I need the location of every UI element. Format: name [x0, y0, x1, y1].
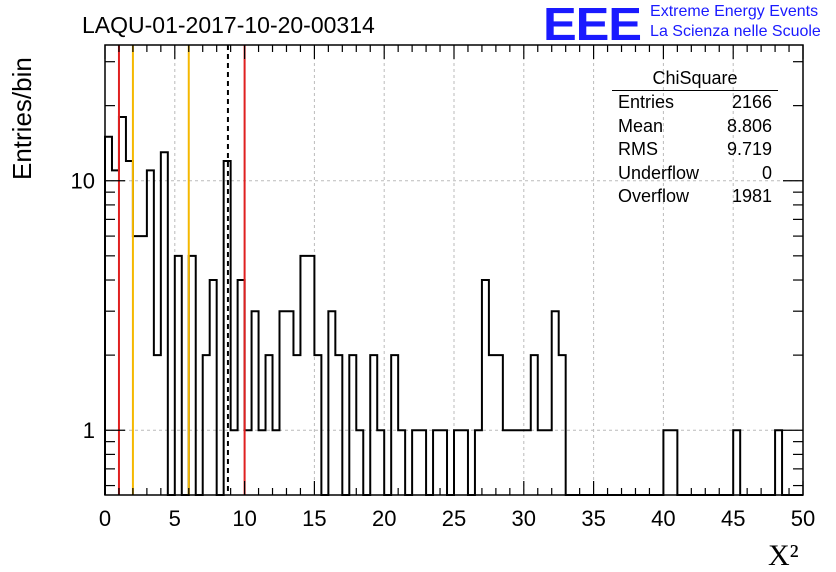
histogram-bin: [126, 161, 133, 495]
histogram-bin: [510, 430, 517, 495]
histogram-bin: [412, 430, 419, 495]
stats-row-overflow: Overflow 1981: [612, 185, 778, 209]
y-tick-label: 1: [83, 418, 95, 443]
histogram-bin: [454, 430, 461, 495]
histogram-bin: [398, 430, 405, 495]
histogram-bin: [189, 256, 196, 495]
histogram-bin: [259, 430, 266, 495]
histogram-bin: [231, 430, 238, 495]
histogram-bin: [273, 430, 280, 495]
histogram-bin: [266, 355, 273, 495]
histogram-bin: [147, 170, 154, 495]
histogram-bin: [419, 430, 426, 495]
histogram-bin: [475, 430, 482, 495]
chart-title: LAQU-01-2017-10-20-00314: [82, 12, 375, 38]
histogram-bin: [280, 311, 287, 495]
histogram-bin: [307, 256, 314, 495]
histogram-bin: [356, 430, 363, 495]
stats-label: Underflow: [618, 162, 700, 183]
histogram-bin: [496, 355, 503, 495]
stats-box: ChiSquare Entries 2166 Mean 8.806 RMS 9.…: [612, 66, 778, 209]
histogram-bin: [482, 280, 489, 495]
stats-value: 8.806: [726, 115, 772, 136]
histogram-bin: [517, 430, 524, 495]
histogram-bin: [503, 430, 510, 495]
histogram-bin: [461, 430, 468, 495]
x-tick-label: 15: [302, 506, 326, 531]
histogram-bin: [440, 430, 447, 495]
y-axis-label: Entries/bin: [7, 57, 37, 180]
x-axis-label: X²: [768, 539, 799, 572]
histogram-bin: [370, 355, 377, 495]
histogram-bin: [140, 236, 147, 495]
x-tick-label: 0: [99, 506, 111, 531]
logo-mark: EEE: [543, 0, 642, 50]
stats-label: Mean: [618, 115, 664, 136]
x-tick-label: 20: [372, 506, 396, 531]
histogram-bin: [119, 117, 126, 495]
histogram-bin: [391, 355, 398, 495]
stats-label: RMS: [618, 139, 658, 159]
histogram-bin: [314, 355, 321, 495]
histogram-bin: [775, 430, 782, 495]
stats-label: Overflow: [618, 186, 690, 206]
histogram-bin: [175, 256, 182, 495]
histogram-bin: [538, 430, 545, 495]
axis-ticks: 0 5 10 15 20 25 30 35 40 45 50 1 10: [71, 45, 815, 531]
stats-label: Entries: [618, 92, 675, 112]
histogram-bin: [203, 355, 210, 495]
stats-row-rms: RMS 9.719: [612, 138, 778, 162]
histogram-bin: [552, 311, 559, 495]
x-tick-label: 35: [581, 506, 605, 531]
histogram-bin: [489, 355, 496, 495]
histogram-bin: [733, 430, 740, 495]
histogram-bin: [531, 355, 538, 495]
histogram-bin: [210, 280, 217, 495]
logo-line-2: La Scienza nelle Scuole: [650, 23, 821, 40]
histogram-bin: [252, 311, 259, 495]
histogram-bin: [377, 430, 384, 495]
stats-row-mean: Mean 8.806: [612, 115, 778, 139]
histogram-bin: [663, 430, 670, 495]
stats-value: 2166: [731, 92, 772, 112]
y-tick-label: 10: [71, 169, 95, 194]
histogram-bin: [300, 256, 307, 495]
x-tick-label: 25: [442, 506, 466, 531]
stats-row-entries: Entries 2166: [612, 91, 778, 115]
histogram-bin: [238, 280, 245, 495]
logo-line-1: Extreme Energy Events: [650, 3, 819, 20]
stats-value: 0: [761, 162, 772, 183]
histogram-bin: [286, 311, 293, 495]
histogram-bin: [524, 430, 531, 495]
x-tick-label: 45: [721, 506, 745, 531]
x-tick-label: 10: [232, 506, 256, 531]
histogram-bin: [349, 355, 356, 495]
histogram-bin: [133, 236, 140, 495]
histogram-bin: [245, 430, 252, 495]
histogram-bin: [154, 355, 161, 495]
x-tick-label: 40: [651, 506, 675, 531]
histogram-bin: [670, 430, 677, 495]
x-tick-label: 5: [169, 506, 181, 531]
histogram-bin: [293, 355, 300, 495]
reference-lines: [117, 45, 246, 495]
eee-logo: EEE Extreme Energy Events La Scienza nel…: [543, 0, 821, 50]
stats-value: 9.719: [726, 139, 772, 159]
histogram-bin: [161, 152, 168, 495]
histogram-bin: [335, 355, 342, 495]
stats-value: 1981: [731, 186, 772, 206]
histogram-bin: [328, 311, 335, 495]
x-tick-label: 30: [512, 506, 536, 531]
x-tick-label: 50: [791, 506, 815, 531]
histogram-bin: [545, 430, 552, 495]
histogram-bin: [559, 355, 566, 495]
stats-row-underflow: Underflow 0: [612, 162, 778, 186]
histogram-bin: [433, 430, 440, 495]
logo-text: Extreme Energy Events La Scienza nelle S…: [650, 2, 821, 42]
stats-title: ChiSquare: [612, 66, 778, 91]
